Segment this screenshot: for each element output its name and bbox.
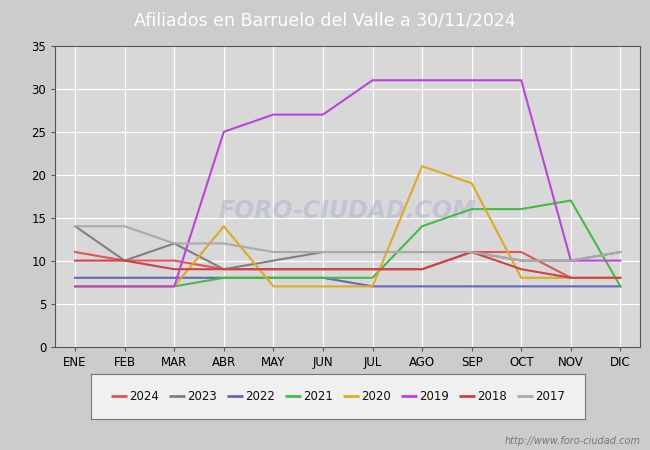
Text: FORO-CIUDAD.COM: FORO-CIUDAD.COM	[219, 199, 476, 223]
Text: http://www.foro-ciudad.com: http://www.foro-ciudad.com	[504, 436, 640, 446]
Text: 2023: 2023	[187, 390, 216, 402]
Text: 2017: 2017	[535, 390, 565, 402]
Text: Afiliados en Barruelo del Valle a 30/11/2024: Afiliados en Barruelo del Valle a 30/11/…	[134, 12, 516, 30]
Text: 2021: 2021	[303, 390, 333, 402]
Text: 2019: 2019	[419, 390, 449, 402]
Text: 2024: 2024	[129, 390, 159, 402]
Text: 2020: 2020	[361, 390, 391, 402]
Text: 2018: 2018	[477, 390, 507, 402]
Text: 2022: 2022	[245, 390, 275, 402]
